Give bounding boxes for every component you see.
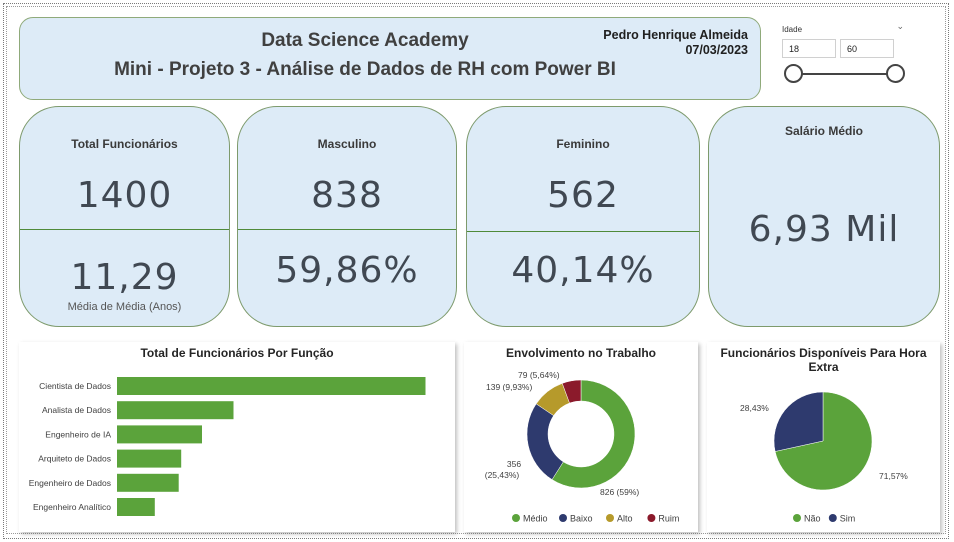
legend-swatch[interactable] — [828, 514, 837, 522]
pie-data-label: 28,43% — [740, 403, 769, 413]
donut-data-label: 826 (59%) — [600, 487, 639, 497]
age-min-input[interactable] — [782, 39, 836, 58]
card-sub-value: 59,86% — [275, 250, 419, 291]
legend-swatch[interactable] — [512, 514, 520, 522]
bar-category-label: Engenheiro de Dados — [29, 478, 111, 488]
legend-label[interactable]: Alto — [617, 514, 633, 524]
age-max-input[interactable] — [840, 39, 894, 58]
page-frame — [3, 3, 949, 539]
card-value: 838 — [311, 175, 383, 216]
slicer-max-handle[interactable] — [886, 64, 905, 83]
bar-chart: Cientista de Dados Analista de Dados Engen… — [29, 377, 426, 516]
card-title: Salário Médio — [784, 124, 864, 138]
card-title: Feminino — [556, 137, 610, 151]
report-date: 07/03/2023 — [685, 43, 748, 57]
pie-data-label: 71,57% — [879, 471, 908, 481]
donut-chart: 826 (59%) 356 (25,43%) 139 (9,93%) 79 (5,64%… — [485, 370, 680, 524]
donut-slice[interactable] — [561, 379, 582, 404]
bar-category-label: Cientista de Dados — [39, 381, 111, 391]
card-title: Masculino — [317, 137, 377, 151]
card-value: 562 — [547, 175, 619, 216]
author-name: Pedro Henrique Almeida — [603, 28, 748, 42]
card-value: 6,93 Mil — [748, 209, 900, 250]
card-male: Masculino 838 59,86% — [237, 106, 457, 327]
chevron-down-icon[interactable]: ⌄ — [896, 22, 904, 32]
page-subtitle: Mini - Projeto 3 - Análise de Dados de R… — [114, 59, 616, 80]
legend-swatch[interactable] — [559, 514, 567, 522]
donut-slice[interactable] — [551, 379, 636, 489]
donut-data-label: 139 (9,93%) — [486, 382, 532, 392]
author-block: Pedro Henrique Almeida 07/03/2023 — [603, 28, 748, 58]
card-female: Feminino 562 40,14% — [466, 106, 700, 327]
legend-swatch[interactable] — [606, 514, 614, 522]
card-average-salary: Salário Médio 6,93 Mil — [708, 106, 940, 327]
card-divider — [238, 229, 456, 230]
page-frame-inner — [6, 6, 946, 534]
card-total-employees: Total Funcionários 1400 11,29 Média de M… — [19, 106, 230, 327]
bar-mark[interactable] — [117, 425, 202, 444]
chart-title: Funcionários Disponíveis Para Hora Extra — [720, 346, 927, 374]
card-sub-label: Média de Média (Anos) — [67, 301, 182, 313]
bar-mark[interactable] — [117, 401, 234, 420]
legend-swatch[interactable] — [647, 514, 656, 522]
slicer-track[interactable] — [792, 73, 896, 75]
bar-mark[interactable] — [117, 377, 426, 395]
panel-overtime: Funcionários Disponíveis Para Hora Extra… — [707, 342, 940, 532]
card-sub-value: 40,14% — [511, 250, 655, 291]
slicer-min-handle[interactable] — [784, 64, 803, 83]
bar-category-label: Analista de Dados — [42, 405, 111, 415]
card-divider — [20, 229, 229, 230]
card-value: 1400 — [76, 175, 173, 216]
bar-category-label: Engenheiro de IA — [45, 429, 111, 439]
pie-slice[interactable] — [774, 391, 873, 491]
bar-mark[interactable] — [117, 498, 155, 516]
page-title: Data Science Academy — [261, 30, 469, 51]
legend-label[interactable]: Ruim — [658, 514, 679, 524]
legend-swatch[interactable] — [793, 514, 801, 522]
chart-title: Total de Funcionários Por Função — [140, 346, 334, 360]
header-banner: Data Science Academy Mini - Projeto 3 - … — [19, 17, 761, 100]
card-sub-value: 11,29 — [70, 257, 179, 298]
card-divider — [467, 231, 699, 232]
donut-data-label: 79 (5,64%) — [518, 370, 560, 380]
bar-category-label: Engenheiro Analítico — [33, 502, 111, 512]
card-title: Total Funcionários — [71, 137, 178, 151]
legend-label[interactable]: Médio — [523, 514, 548, 524]
legend-label[interactable]: Sim — [840, 514, 856, 524]
pie-slice[interactable] — [773, 391, 824, 452]
panel-job-involvement: Envolvimento no Trabalho 826 (59%) 356 (25… — [464, 342, 698, 532]
legend-label[interactable]: Não — [804, 514, 821, 524]
legend-label[interactable]: Baixo — [570, 514, 593, 524]
bar-mark[interactable] — [117, 473, 179, 492]
donut-slice[interactable] — [526, 403, 564, 480]
age-slicer[interactable]: Idade ⌄ — [778, 22, 910, 88]
panel-employees-by-role: Total de Funcionários Por Função Cientis… — [19, 342, 455, 532]
bar-category-label: Arquiteto de Dados — [38, 454, 111, 464]
slicer-label: Idade — [782, 25, 803, 34]
chart-title: Envolvimento no Trabalho — [505, 346, 657, 360]
donut-data-label: 356 (25,43%) — [485, 459, 522, 480]
bar-mark[interactable] — [117, 449, 182, 468]
pie-chart: 71,57% 28,43% Não Sim — [740, 391, 908, 524]
